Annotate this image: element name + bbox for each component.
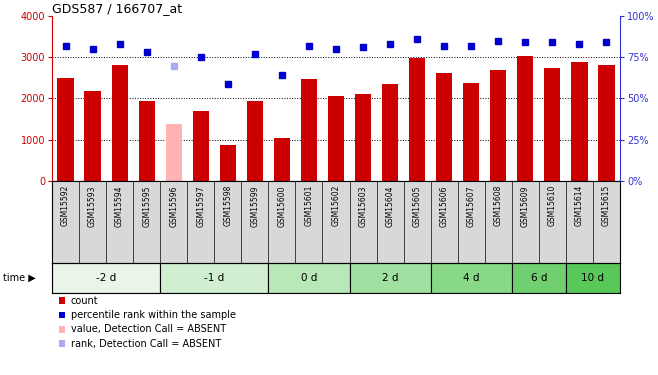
Text: GSM15609: GSM15609 bbox=[521, 185, 530, 226]
Bar bbox=[166, 124, 182, 181]
Text: GSM15595: GSM15595 bbox=[142, 185, 151, 226]
Bar bbox=[355, 94, 371, 181]
Bar bbox=[268, 263, 349, 293]
Bar bbox=[139, 100, 155, 181]
Bar bbox=[544, 68, 561, 181]
Bar bbox=[57, 78, 74, 181]
Text: 10 d: 10 d bbox=[582, 273, 605, 283]
Text: GSM15606: GSM15606 bbox=[440, 185, 449, 226]
Text: GSM15615: GSM15615 bbox=[602, 185, 611, 226]
Bar bbox=[409, 58, 425, 181]
Bar bbox=[382, 84, 398, 181]
Bar bbox=[274, 138, 290, 181]
Bar bbox=[220, 145, 236, 181]
Text: GSM15594: GSM15594 bbox=[115, 185, 124, 226]
Text: 0 d: 0 d bbox=[301, 273, 317, 283]
Bar bbox=[193, 111, 209, 181]
Text: GSM15607: GSM15607 bbox=[467, 185, 476, 226]
Bar bbox=[517, 56, 534, 181]
Text: GSM15610: GSM15610 bbox=[548, 185, 557, 226]
Text: GSM15592: GSM15592 bbox=[61, 185, 70, 226]
Bar bbox=[571, 62, 588, 181]
Text: GSM15608: GSM15608 bbox=[494, 185, 503, 226]
Bar bbox=[247, 100, 263, 181]
Text: count: count bbox=[70, 296, 98, 306]
Text: GSM15602: GSM15602 bbox=[332, 185, 340, 226]
Bar bbox=[490, 70, 507, 181]
Bar bbox=[463, 83, 479, 181]
Text: GSM15614: GSM15614 bbox=[575, 185, 584, 226]
Bar bbox=[111, 64, 128, 181]
Text: 2 d: 2 d bbox=[382, 273, 398, 283]
Text: GSM15601: GSM15601 bbox=[305, 185, 313, 226]
Text: GSM15603: GSM15603 bbox=[359, 185, 368, 226]
Text: percentile rank within the sample: percentile rank within the sample bbox=[70, 310, 236, 320]
Text: GSM15596: GSM15596 bbox=[169, 185, 178, 226]
Bar bbox=[566, 263, 620, 293]
Bar bbox=[84, 91, 101, 181]
Text: GDS587 / 166707_at: GDS587 / 166707_at bbox=[52, 2, 182, 15]
Text: -1 d: -1 d bbox=[204, 273, 224, 283]
Bar bbox=[598, 64, 615, 181]
Bar bbox=[512, 263, 566, 293]
Text: value, Detection Call = ABSENT: value, Detection Call = ABSENT bbox=[70, 324, 226, 334]
Text: GSM15597: GSM15597 bbox=[196, 185, 205, 226]
Bar bbox=[160, 263, 268, 293]
Text: 4 d: 4 d bbox=[463, 273, 480, 283]
Bar bbox=[301, 79, 317, 181]
Text: time ▶: time ▶ bbox=[3, 273, 36, 283]
Bar bbox=[328, 96, 344, 181]
Text: GSM15599: GSM15599 bbox=[250, 185, 259, 226]
Bar bbox=[349, 263, 431, 293]
Text: GSM15604: GSM15604 bbox=[386, 185, 395, 226]
Text: GSM15605: GSM15605 bbox=[413, 185, 422, 226]
Text: 6 d: 6 d bbox=[530, 273, 547, 283]
Bar bbox=[431, 263, 512, 293]
Text: GSM15593: GSM15593 bbox=[88, 185, 97, 226]
Bar bbox=[52, 263, 160, 293]
Text: -2 d: -2 d bbox=[96, 273, 116, 283]
Text: GSM15598: GSM15598 bbox=[223, 185, 232, 226]
Bar bbox=[436, 74, 452, 181]
Text: rank, Detection Call = ABSENT: rank, Detection Call = ABSENT bbox=[70, 339, 221, 349]
Text: GSM15600: GSM15600 bbox=[278, 185, 286, 226]
